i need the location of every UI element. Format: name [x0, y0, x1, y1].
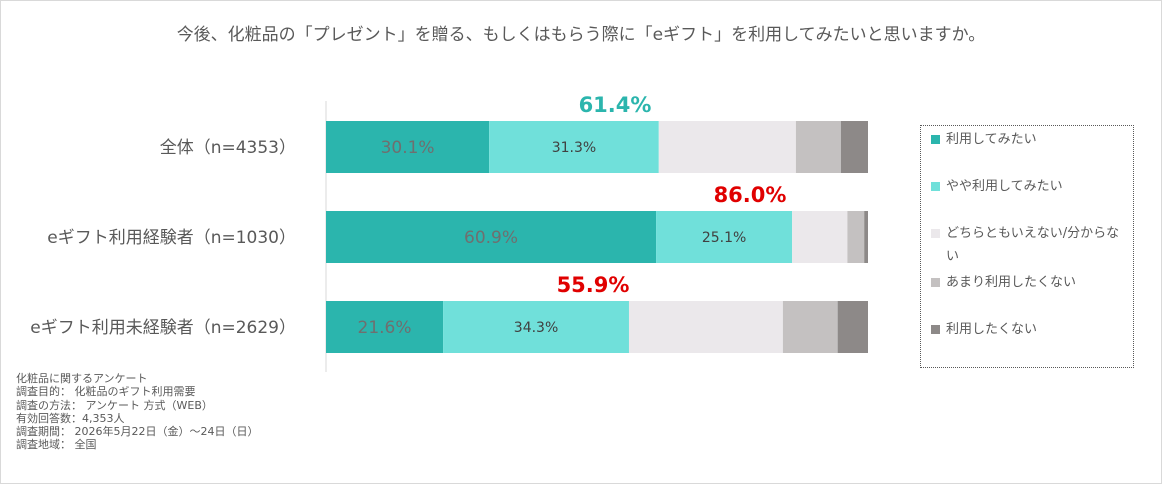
bar-segment	[840, 121, 868, 173]
bar-segment	[795, 121, 841, 173]
legend-item: 利用したくない	[931, 318, 1131, 341]
legend-item: 利用してみたい	[931, 128, 1131, 151]
legend-swatch	[931, 278, 940, 287]
data-label: 60.9%	[464, 228, 518, 248]
legend-label: 利用したくない	[946, 322, 1038, 337]
legend-item: やや利用してみたい	[931, 175, 1131, 198]
legend-label: どちらともいえない/分からない	[946, 226, 1120, 264]
data-label: 25.1%	[702, 230, 746, 246]
legend-label: あまり利用したくない	[946, 275, 1077, 290]
bar-segment	[847, 211, 865, 263]
category-label: 全体（n=4353）	[160, 138, 296, 158]
data-label: 21.6%	[358, 318, 412, 338]
note-line: 化粧品に関するアンケート	[16, 372, 148, 385]
legend: 利用してみたいやや利用してみたいどちらともいえない/分からないあまり利用したくな…	[920, 125, 1134, 368]
legend-swatch	[931, 325, 940, 334]
bar-segment	[658, 121, 796, 173]
note-line: 調査期間： 2026年5月22日（金）～24日（日）	[16, 425, 259, 439]
data-label: 31.3%	[552, 140, 596, 156]
data-label: 30.1%	[381, 138, 435, 158]
legend-item: あまり利用したくない	[931, 271, 1131, 294]
legend-swatch	[931, 182, 940, 191]
bar-segment	[326, 301, 444, 353]
legend-item: どちらともいえない/分からない	[931, 222, 1131, 268]
bar-segment	[837, 301, 868, 353]
legend-swatch	[931, 229, 940, 238]
category-label: eギフト利用未経験者（n=2629）	[30, 318, 296, 338]
category-label: eギフト利用経験者（n=1030）	[47, 228, 296, 248]
bar-segment	[782, 301, 838, 353]
legend-label: やや利用してみたい	[946, 179, 1063, 194]
legend-swatch	[931, 135, 940, 144]
bar-segment	[326, 211, 657, 263]
total-label: 55.9%	[557, 273, 630, 297]
bar-segment	[864, 211, 868, 263]
legend-label: 利用してみたい	[946, 132, 1037, 147]
note-line: 調査地域： 全国	[16, 438, 97, 452]
total-label: 86.0%	[714, 183, 787, 207]
bar-segment	[656, 211, 793, 263]
total-label: 61.4%	[579, 93, 652, 117]
bar-segment	[326, 121, 490, 173]
note-line: 調査目的： 化粧品のギフト利用需要	[16, 385, 196, 399]
note-line: 調査の方法： アンケート 方式（WEB）	[16, 398, 213, 412]
data-label: 34.3%	[514, 320, 558, 336]
bar-segment	[792, 211, 848, 263]
note-line: 有効回答数：4,353人	[16, 411, 125, 425]
survey-notes: 化粧品に関するアンケート 調査目的： 化粧品のギフト利用需要 調査の方法： アンケー…	[16, 372, 258, 452]
bar-segment	[628, 301, 783, 353]
chart-title: 今後、化粧品の「プレゼント」を贈る、もしくはもらう際に「eギフト」を利用してみた…	[176, 25, 986, 45]
bar-segment	[443, 301, 629, 353]
bar-segment	[489, 121, 659, 173]
